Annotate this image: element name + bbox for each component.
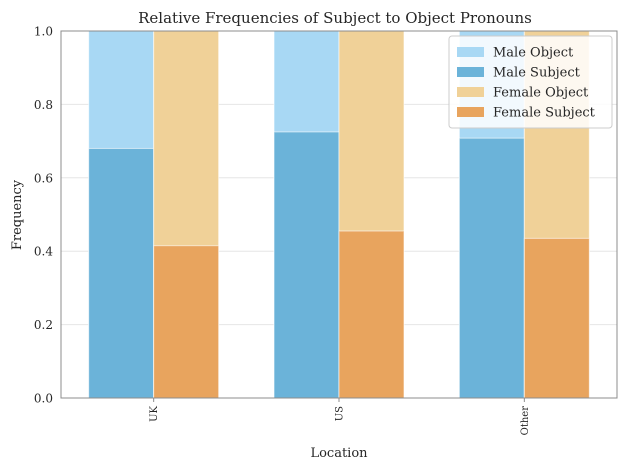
legend-swatch (457, 87, 484, 97)
legend-label: Female Subject (493, 106, 596, 121)
x-tick-label: Other (520, 406, 531, 436)
x-tick-label: UK (149, 405, 160, 421)
bar-female-subject-uk (153, 245, 220, 399)
legend-label: Male Subject (493, 66, 581, 81)
y-tick-label: 0.0 (34, 392, 53, 406)
bar-female-subject-other (523, 237, 590, 399)
y-tick-label: 0.2 (34, 318, 53, 332)
bar-female-subject-us (338, 230, 405, 399)
x-axis-label: Location (310, 446, 368, 461)
legend-label: Male Object (493, 46, 574, 61)
bar-male-subject-us (273, 131, 340, 399)
y-tick-label: 1.0 (34, 25, 53, 39)
legend-swatch (457, 47, 484, 57)
y-tick-label: 0.4 (34, 245, 53, 259)
bar-male-subject-uk (88, 147, 155, 399)
bar-male-subject-other (458, 137, 525, 399)
y-tick-label: 0.8 (34, 98, 53, 112)
legend-swatch (457, 107, 484, 117)
x-tick-label: US (335, 406, 346, 421)
chart-title: Relative Frequencies of Subject to Objec… (138, 9, 532, 27)
y-axis: 0.0 0.2 0.4 0.6 0.8 1.0 (34, 25, 53, 406)
y-axis-label: Frequency (10, 179, 25, 250)
y-tick-label: 0.6 (34, 171, 53, 185)
x-axis: UK US Other (149, 398, 531, 435)
legend-box (448, 35, 613, 129)
legend-label: Female Object (493, 86, 589, 101)
legend-swatch (457, 67, 484, 77)
legend: Male Object Male Subject Female Object Fema… (448, 35, 613, 129)
